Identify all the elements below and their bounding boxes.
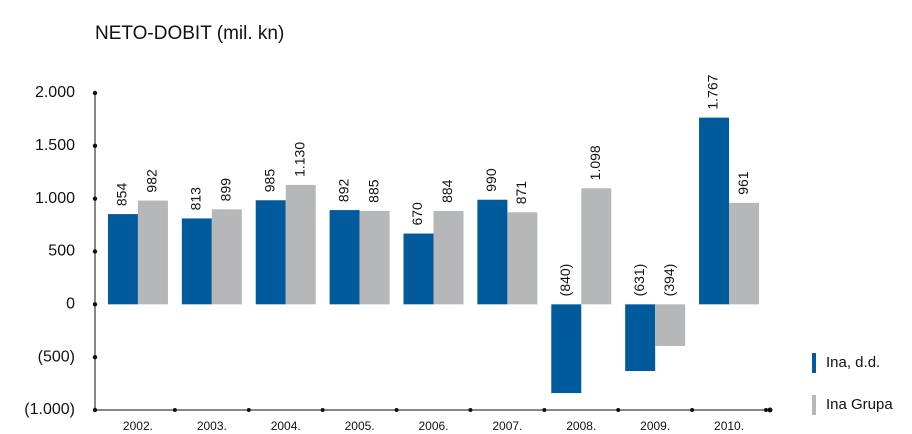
value-label: 899 — [218, 178, 234, 202]
y-tick — [92, 143, 98, 149]
bar — [477, 199, 508, 305]
value-label: 884 — [439, 179, 455, 203]
y-tick — [92, 354, 98, 360]
value-label: 990 — [483, 168, 499, 192]
y-tick-label: (500) — [38, 348, 75, 365]
y-tick — [92, 249, 98, 254]
value-label: 813 — [188, 187, 204, 211]
axis-end — [767, 407, 773, 413]
value-label: 670 — [409, 202, 425, 226]
legend-swatch — [812, 353, 816, 373]
chart-title: NETO-DOBIT (mil. kn) — [95, 23, 284, 44]
y-tick-label: 1.000 — [35, 190, 75, 207]
value-label: 1.130 — [291, 142, 307, 177]
value-label: (840) — [557, 264, 573, 297]
bar — [107, 214, 138, 305]
y-tick — [92, 196, 98, 201]
bar — [433, 210, 464, 305]
x-tick — [468, 408, 473, 412]
y-tick — [92, 407, 98, 413]
y-tick — [92, 302, 98, 307]
bar — [729, 202, 760, 305]
legend-label: Ina, d.d. — [826, 354, 880, 371]
value-label: 961 — [735, 171, 751, 195]
x-tick — [394, 408, 399, 412]
y-tick — [92, 90, 98, 96]
bar — [181, 218, 212, 305]
value-label: 982 — [144, 169, 160, 193]
bar — [507, 212, 538, 305]
value-label: 1.767 — [705, 74, 721, 109]
bar — [699, 117, 730, 305]
x-tick-label: 2002. — [123, 419, 153, 433]
y-tick-label: 500 — [48, 243, 75, 260]
x-tick — [616, 408, 621, 412]
x-tick-label: 2008. — [566, 419, 596, 433]
value-label: 871 — [513, 181, 529, 205]
x-tick-label: 2007. — [492, 419, 522, 433]
x-tick — [320, 408, 325, 412]
bar — [211, 209, 242, 305]
bar — [359, 210, 390, 305]
x-tick — [764, 408, 768, 412]
value-label: (631) — [631, 264, 647, 297]
bar — [551, 304, 582, 394]
value-label: 892 — [335, 179, 351, 203]
y-tick-label: 2.000 — [35, 84, 75, 101]
x-tick-label: 2010. — [714, 419, 744, 433]
x-tick — [690, 408, 695, 412]
value-label: 1.098 — [587, 145, 603, 180]
bar — [581, 188, 612, 305]
x-tick-label: 2003. — [197, 419, 227, 433]
legend-swatch — [812, 395, 816, 415]
legend-label: Ina Grupa — [826, 396, 893, 413]
x-tick-label: 2006. — [418, 419, 448, 433]
x-tick-label: 2005. — [345, 419, 375, 433]
bar — [403, 233, 434, 305]
y-tick-label: (1.000) — [24, 401, 75, 418]
x-tick — [172, 408, 177, 412]
bar — [137, 200, 168, 305]
bar — [625, 304, 656, 372]
bar — [655, 304, 686, 346]
y-tick-label: 1.500 — [35, 137, 75, 154]
bar — [329, 210, 360, 305]
bar — [255, 200, 286, 305]
x-tick-label: 2004. — [271, 419, 301, 433]
y-tick-label: 0 — [66, 296, 75, 313]
x-tick — [542, 408, 547, 412]
value-label: (394) — [661, 264, 677, 297]
value-label: 985 — [261, 169, 277, 193]
bar — [285, 184, 316, 305]
value-label: 885 — [365, 179, 381, 203]
x-tick-label: 2009. — [640, 419, 670, 433]
x-tick — [246, 408, 251, 412]
value-label: 854 — [114, 183, 130, 207]
